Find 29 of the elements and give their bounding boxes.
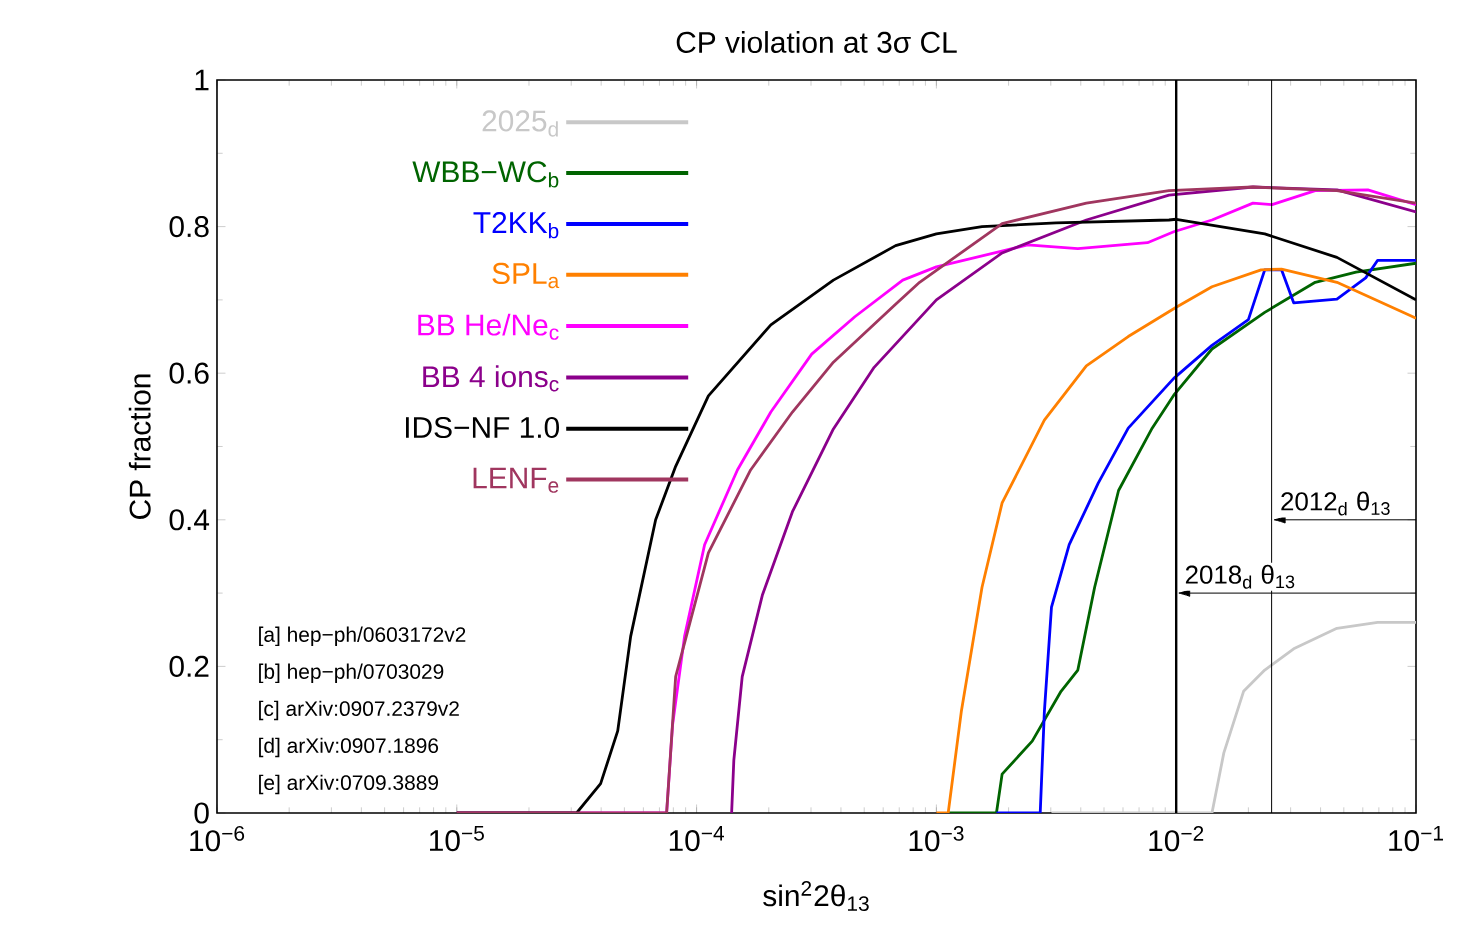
y-tick-label: 0 (194, 802, 209, 824)
y-tick-label: 1 (195, 69, 209, 91)
legend-label: T2KK$_{b}$ (473, 212, 559, 239)
y-tick-label: 0.2 (169, 655, 209, 677)
annotation: [a] hep−ph/0603172v2 (259, 626, 466, 647)
y-tick-label: 0.8 (169, 216, 209, 238)
x-tick-label: 10$^{−4}$ (669, 826, 725, 852)
y-axis-title: CP fraction (128, 374, 151, 519)
legend-label: BB He/Ne$_{c}$ (418, 313, 559, 340)
annotation: [c] arXiv:0907.2379v2 (259, 700, 459, 721)
annotation: [d] arXiv:0907.1896 (259, 737, 439, 758)
legend-label: BB 4 ions$_{c}$ (423, 365, 559, 392)
legend-label: SPL$_{a}$ (492, 262, 560, 289)
annotation: [e] arXiv:0709.3889 (259, 774, 438, 795)
x-tick-label: 10$^{−5}$ (430, 826, 484, 852)
ref-line-label: 2012$_{d}$ θ$_{13}$ (1281, 491, 1390, 516)
annotation: [b] hep−ph/0703029 (259, 663, 444, 684)
legend-label: IDS−NF 1.0 (406, 416, 560, 439)
y-tick-label: 0.4 (169, 509, 210, 531)
x-axis-title: sin$^{2}$2θ$_{13}$ (763, 881, 869, 911)
chart-title: CP violation at 3σ CL (676, 31, 957, 53)
legend-label: WBB−WC$_{b}$ (412, 161, 559, 188)
y-tick-label: 0.6 (169, 362, 209, 384)
x-tick-label: 10$^{−3}$ (909, 826, 964, 852)
x-tick-label: 10$^{−6}$ (190, 826, 245, 852)
ref-line-label: 2018$_{d}$ θ$_{13}$ (1185, 564, 1295, 589)
legend-label: LENF$_{e}$ (473, 467, 559, 493)
x-tick-label: 10$^{−1}$ (1389, 826, 1444, 852)
x-tick-label: 10$^{−2}$ (1149, 826, 1204, 852)
